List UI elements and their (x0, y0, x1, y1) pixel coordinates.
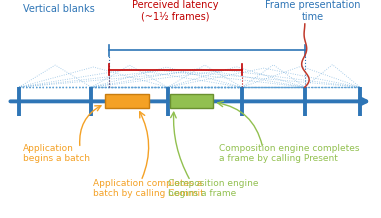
Text: Composition engine
begins a frame: Composition engine begins a frame (168, 179, 258, 198)
Text: Composition engine completes
a frame by calling Present: Composition engine completes a frame by … (219, 144, 360, 163)
Text: Application completes a
batch by calling Commit: Application completes a batch by calling… (93, 179, 204, 198)
Text: Frame presentation
time: Frame presentation time (265, 0, 360, 22)
Bar (170, 94, 213, 108)
Text: Application
begins a batch: Application begins a batch (23, 144, 90, 163)
Bar (105, 94, 149, 108)
Text: Perceived latency
(~1½ frames): Perceived latency (~1½ frames) (132, 0, 219, 22)
Text: Vertical blanks: Vertical blanks (23, 4, 94, 14)
